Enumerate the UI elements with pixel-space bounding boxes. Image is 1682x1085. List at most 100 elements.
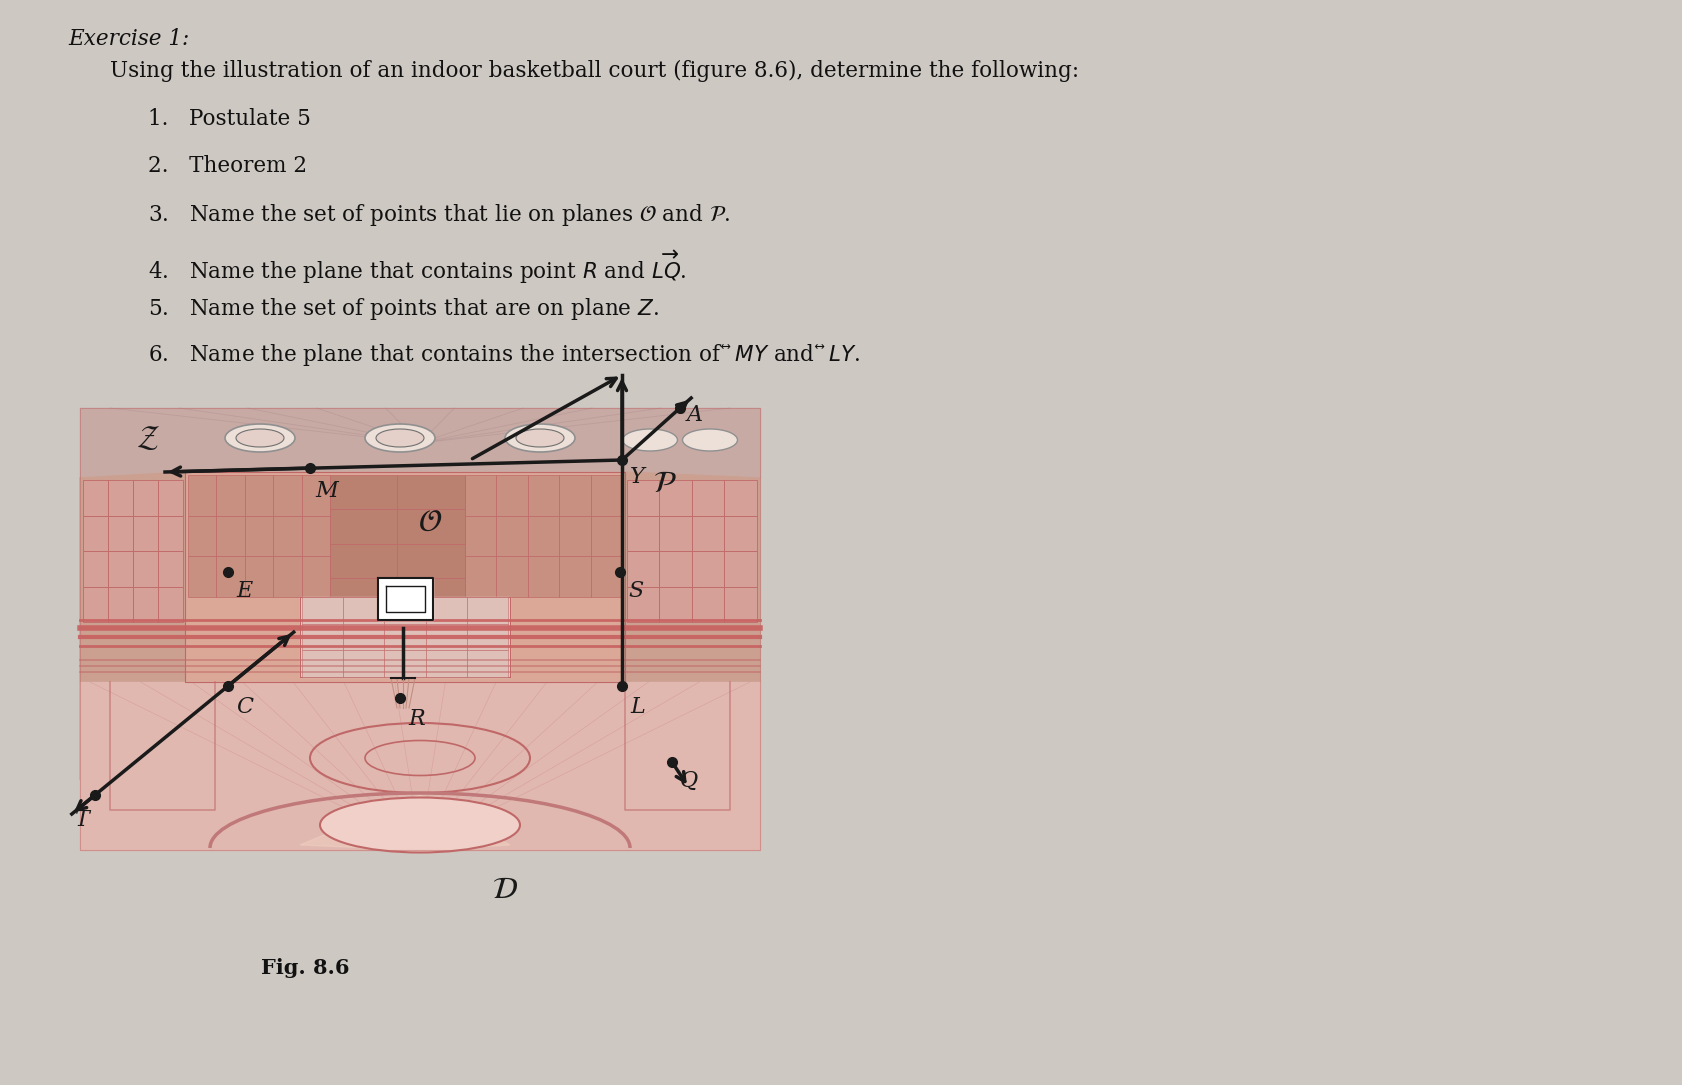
Polygon shape (343, 597, 383, 624)
Polygon shape (301, 557, 330, 597)
Polygon shape (627, 587, 659, 622)
Text: 3.   Name the set of points that lie on planes $\mathcal{O}$ and $\mathcal{P}$.: 3. Name the set of points that lie on pl… (148, 202, 730, 228)
Text: 5.   Name the set of points that are on plane $Z$.: 5. Name the set of points that are on pl… (148, 296, 659, 322)
Polygon shape (158, 551, 183, 587)
Polygon shape (188, 557, 217, 597)
Polygon shape (301, 475, 330, 515)
Polygon shape (272, 515, 301, 557)
Polygon shape (659, 587, 691, 622)
Polygon shape (496, 557, 528, 597)
Text: 4.   Name the plane that contains point $R$ and $\overrightarrow{LQ}$.: 4. Name the plane that contains point $R… (148, 248, 686, 286)
Polygon shape (82, 551, 108, 587)
Text: $\mathcal{D}$: $\mathcal{D}$ (491, 875, 518, 906)
Polygon shape (659, 515, 691, 551)
Text: 2.   Theorem 2: 2. Theorem 2 (148, 155, 306, 177)
Polygon shape (464, 515, 496, 557)
Polygon shape (496, 515, 528, 557)
Text: Exercise 1:: Exercise 1: (67, 28, 188, 50)
Polygon shape (330, 578, 397, 613)
Text: Q: Q (680, 770, 698, 792)
Polygon shape (272, 557, 301, 597)
Polygon shape (627, 515, 659, 551)
Text: R: R (407, 709, 424, 730)
Polygon shape (188, 475, 217, 515)
Polygon shape (659, 551, 691, 587)
Ellipse shape (365, 424, 434, 452)
Polygon shape (464, 475, 496, 515)
Ellipse shape (375, 429, 424, 447)
Ellipse shape (505, 424, 575, 452)
Polygon shape (659, 480, 691, 515)
Polygon shape (299, 795, 510, 850)
Ellipse shape (516, 429, 563, 447)
Text: Y: Y (629, 465, 644, 488)
Polygon shape (397, 578, 464, 613)
Polygon shape (108, 480, 133, 515)
Polygon shape (397, 509, 464, 544)
Polygon shape (82, 480, 108, 515)
Polygon shape (299, 597, 510, 677)
Polygon shape (82, 587, 108, 622)
Text: 1.   Postulate 5: 1. Postulate 5 (148, 108, 311, 130)
Polygon shape (272, 475, 301, 515)
Text: $\mathcal{Z}$: $\mathcal{Z}$ (136, 422, 160, 454)
Polygon shape (108, 587, 133, 622)
Polygon shape (383, 597, 426, 624)
Polygon shape (133, 515, 158, 551)
Polygon shape (383, 650, 426, 677)
Polygon shape (244, 515, 272, 557)
Polygon shape (691, 587, 723, 622)
Polygon shape (590, 557, 622, 597)
Ellipse shape (622, 429, 678, 451)
Polygon shape (397, 475, 464, 509)
Polygon shape (133, 480, 158, 515)
Polygon shape (330, 613, 397, 647)
Polygon shape (188, 515, 217, 557)
Polygon shape (723, 515, 757, 551)
Polygon shape (158, 515, 183, 551)
Polygon shape (528, 515, 558, 557)
Text: 6.   Name the plane that contains the intersection of $\overleftrightarrow{MY}$ : 6. Name the plane that contains the inte… (148, 342, 860, 368)
Polygon shape (691, 551, 723, 587)
Polygon shape (426, 624, 466, 650)
Polygon shape (397, 613, 464, 647)
Polygon shape (528, 475, 558, 515)
Text: E: E (235, 580, 252, 602)
Ellipse shape (320, 797, 520, 853)
Text: S: S (627, 580, 643, 602)
Polygon shape (496, 475, 528, 515)
Polygon shape (217, 515, 244, 557)
Text: Fig. 8.6: Fig. 8.6 (261, 958, 350, 978)
Polygon shape (558, 557, 590, 597)
Polygon shape (301, 515, 330, 557)
Text: $\mathcal{O}$: $\mathcal{O}$ (417, 507, 442, 537)
Polygon shape (330, 509, 397, 544)
Polygon shape (81, 408, 760, 478)
Polygon shape (301, 650, 343, 677)
Polygon shape (158, 587, 183, 622)
Polygon shape (301, 624, 343, 650)
Polygon shape (108, 551, 133, 587)
Polygon shape (627, 480, 659, 515)
Polygon shape (158, 480, 183, 515)
Polygon shape (426, 597, 466, 624)
Polygon shape (590, 475, 622, 515)
Polygon shape (108, 515, 133, 551)
Ellipse shape (235, 429, 284, 447)
Polygon shape (528, 557, 558, 597)
Polygon shape (723, 587, 757, 622)
Text: T: T (76, 809, 89, 831)
Text: C: C (235, 695, 252, 718)
Polygon shape (466, 597, 508, 624)
Polygon shape (466, 650, 508, 677)
Polygon shape (82, 515, 108, 551)
Polygon shape (723, 480, 757, 515)
Polygon shape (217, 475, 244, 515)
Polygon shape (378, 578, 432, 620)
Polygon shape (133, 551, 158, 587)
Polygon shape (466, 624, 508, 650)
Polygon shape (330, 544, 397, 578)
Polygon shape (691, 480, 723, 515)
Polygon shape (330, 475, 397, 509)
Polygon shape (81, 472, 185, 780)
